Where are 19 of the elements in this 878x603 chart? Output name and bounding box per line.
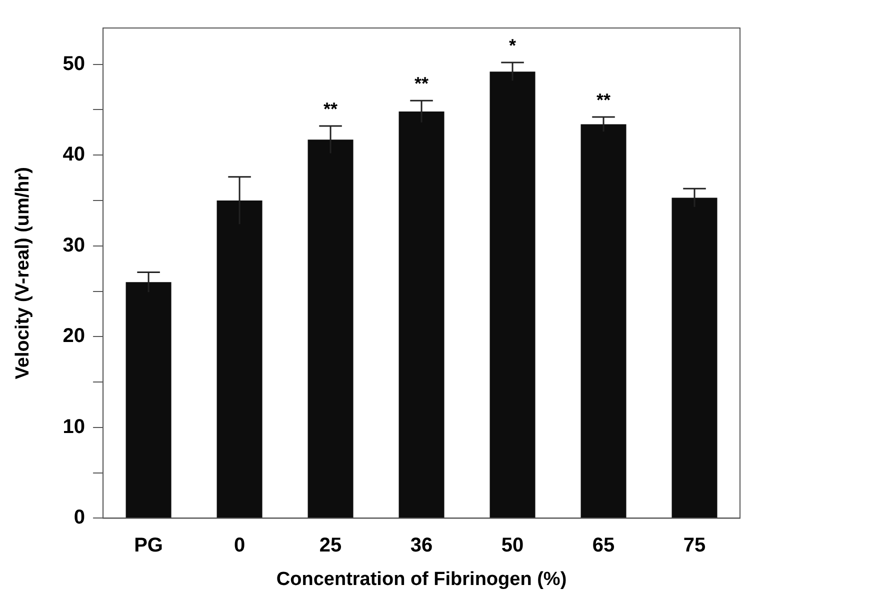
y-tick-label: 50 xyxy=(62,52,86,75)
x-axis-title: Concentration of Fibrinogen (%) xyxy=(276,568,567,590)
data-label: * xyxy=(509,35,516,56)
x-tick-label: 65 xyxy=(592,534,615,557)
data-label: ** xyxy=(414,74,429,94)
y-axis-title: Velocity (V-real) (um/hr) xyxy=(12,166,34,380)
x-tick-label: 36 xyxy=(410,534,433,557)
y-tick-label: 40 xyxy=(62,144,86,166)
data-label: ** xyxy=(324,99,338,120)
data-label: ** xyxy=(596,90,611,110)
x-tick-label: 0 xyxy=(234,534,246,557)
x-tick-label: PG xyxy=(134,534,163,557)
y-tick-label: 30 xyxy=(62,234,86,256)
y-tick-label: 20 xyxy=(62,325,86,348)
y-tick-label: 0 xyxy=(74,506,86,529)
x-tick-label: 75 xyxy=(683,534,706,557)
x-tick-label: 25 xyxy=(319,534,342,557)
y-tick-label: 10 xyxy=(62,416,86,438)
x-tick-label: 50 xyxy=(501,534,524,557)
